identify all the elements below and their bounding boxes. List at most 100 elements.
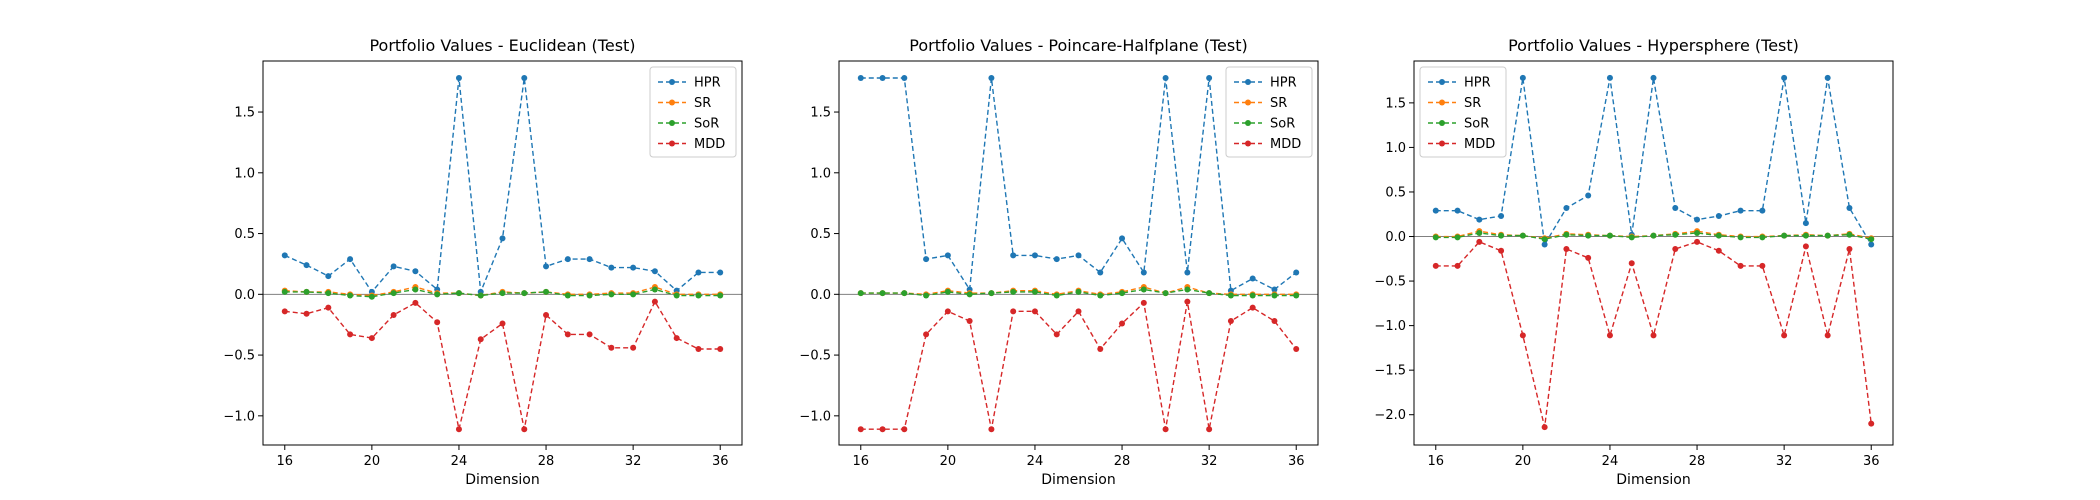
data-point-sor (1802, 232, 1809, 239)
data-point-mdd (455, 426, 462, 433)
data-point-hpr (988, 75, 995, 82)
data-point-mdd (651, 298, 658, 305)
data-point-mdd (1454, 262, 1461, 269)
x-tick-label: 28 (1114, 454, 1131, 469)
data-point-mdd (499, 320, 506, 327)
data-point-sor (303, 288, 310, 295)
data-point-sor (966, 291, 973, 298)
data-point-hpr (1432, 207, 1439, 214)
data-point-mdd (1672, 245, 1679, 252)
data-point-hpr (1119, 235, 1126, 242)
legend-label-mdd: MDD (1464, 137, 1495, 152)
data-point-mdd (1694, 238, 1701, 245)
data-point-mdd (1227, 318, 1234, 325)
data-point-sor (1010, 288, 1017, 295)
data-point-sor (1293, 292, 1300, 299)
data-point-mdd (1075, 308, 1082, 315)
data-point-mdd (630, 344, 637, 351)
data-point-mdd (695, 346, 702, 352)
data-point-mdd (1271, 318, 1278, 325)
data-point-mdd (1759, 262, 1766, 269)
data-point-sor (1184, 286, 1191, 293)
data-point-mdd (390, 311, 397, 318)
chart-title: Portfolio Values - Hypersphere (Test) (1508, 36, 1799, 55)
legend-label-sor: SoR (694, 117, 719, 132)
data-point-hpr (303, 262, 310, 269)
data-point-mdd (944, 308, 951, 315)
legend-marker-sr (1439, 99, 1445, 106)
y-tick-label: −1.5 (1374, 364, 1406, 379)
x-tick-label: 16 (1427, 454, 1444, 469)
data-point-mdd (1097, 346, 1104, 352)
data-point-hpr (1563, 205, 1570, 212)
legend-label-hpr: HPR (1270, 76, 1297, 91)
y-tick-label: 1.0 (810, 166, 831, 181)
data-point-mdd (901, 426, 908, 433)
data-point-mdd (434, 319, 441, 326)
legend: HPR SR SoR MDD (1419, 66, 1507, 158)
data-point-hpr (1606, 74, 1613, 81)
legend-marker-hpr (669, 79, 675, 85)
x-tick-label: 32 (1776, 454, 1793, 469)
x-tick-label: 20 (940, 454, 957, 469)
data-point-mdd (879, 426, 886, 433)
y-tick-label: −1.0 (1374, 319, 1406, 334)
y-tick-label: −1.0 (799, 409, 831, 424)
data-point-sor (434, 291, 441, 298)
data-point-mdd (1249, 304, 1256, 311)
legend-label-hpr: HPR (1464, 76, 1491, 91)
data-point-hpr (499, 235, 506, 242)
data-point-mdd (857, 426, 864, 433)
data-point-sor (1097, 292, 1104, 299)
data-point-sor (1432, 234, 1439, 241)
data-point-sor (879, 290, 886, 297)
x-tick-label: 28 (1689, 454, 1706, 469)
data-point-mdd (1432, 262, 1439, 269)
y-tick-label: 0.5 (1385, 185, 1406, 200)
data-point-hpr (1715, 213, 1722, 220)
data-point-hpr (1293, 269, 1300, 276)
data-point-sor (944, 288, 951, 295)
data-point-mdd (303, 310, 310, 317)
x-axis-label: Dimension (465, 472, 539, 488)
data-point-sor (1031, 288, 1038, 295)
data-point-sor (1585, 232, 1592, 239)
data-point-hpr (1097, 269, 1104, 276)
data-point-mdd (281, 308, 288, 315)
data-point-sor (1119, 290, 1126, 297)
y-tick-label: −1.0 (223, 409, 255, 424)
data-point-mdd (1498, 247, 1505, 254)
data-point-hpr (1031, 252, 1038, 259)
data-point-hpr (1737, 207, 1744, 214)
data-point-hpr (1075, 252, 1082, 259)
data-point-sor (1606, 232, 1613, 239)
legend-label-sr: SR (1464, 96, 1481, 111)
data-point-sor (673, 292, 680, 299)
data-point-hpr (347, 256, 354, 263)
data-point-sor (1737, 234, 1744, 241)
data-point-sor (901, 290, 908, 297)
x-axis-label: Dimension (1041, 472, 1115, 488)
data-point-hpr (1476, 216, 1483, 223)
x-tick-label: 36 (1863, 454, 1880, 469)
data-point-sor (1162, 290, 1169, 297)
legend-marker-sor (1245, 120, 1251, 126)
data-point-hpr (1781, 74, 1788, 81)
data-point-sor (281, 288, 288, 295)
data-point-sor (1846, 231, 1853, 238)
data-point-sor (455, 290, 462, 297)
data-point-sor (1053, 292, 1060, 299)
x-tick-label: 24 (1027, 454, 1044, 469)
y-tick-label: 0.5 (234, 227, 255, 242)
series-line-hpr (1435, 77, 1872, 247)
legend-marker-mdd (1439, 140, 1445, 147)
data-point-mdd (325, 304, 332, 311)
legend-label-sor: SoR (1464, 117, 1489, 132)
data-point-sor (412, 286, 419, 293)
legend-marker-mdd (669, 140, 675, 147)
data-point-mdd (1140, 299, 1147, 306)
y-tick-label: −0.5 (799, 349, 831, 364)
data-point-sor (1824, 232, 1831, 239)
legend-marker-sor (1439, 120, 1445, 126)
data-point-hpr (1053, 256, 1060, 263)
